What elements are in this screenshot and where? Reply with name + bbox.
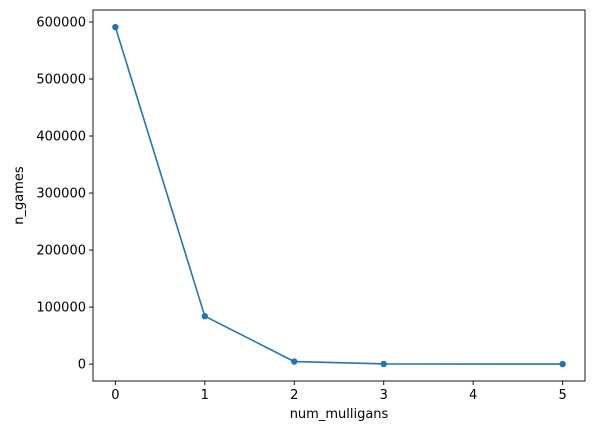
y-tick-label: 200000	[36, 244, 86, 259]
x-tick-label: 1	[201, 388, 209, 403]
x-tick-label: 4	[469, 388, 477, 403]
y-axis-ticks: 0 100000 200000 300000 400000 500000 600000	[36, 15, 93, 373]
x-axis-ticks: 0 1 2 3 4 5	[111, 381, 567, 403]
y-tick-label: 100000	[36, 301, 86, 316]
series-group	[112, 23, 566, 368]
x-tick-label: 2	[290, 388, 298, 403]
data-point	[291, 358, 298, 365]
data-point	[201, 313, 209, 320]
plot-area	[93, 10, 585, 381]
y-tick-label: 0	[78, 358, 86, 373]
x-axis-label: num_mulligans	[290, 407, 389, 422]
x-tick-label: 3	[380, 388, 388, 403]
y-tick-label: 400000	[36, 130, 86, 145]
plot-frame	[92, 9, 586, 382]
data-point	[559, 360, 566, 368]
y-axis-label: n_games	[12, 166, 27, 225]
y-tick-label: 500000	[36, 72, 86, 87]
y-tick-label: 300000	[36, 187, 86, 202]
data-point	[112, 23, 119, 31]
x-tick-label: 5	[558, 388, 566, 403]
x-tick-label: 0	[111, 388, 119, 403]
data-point	[380, 360, 387, 368]
y-tick-label: 600000	[36, 15, 86, 30]
